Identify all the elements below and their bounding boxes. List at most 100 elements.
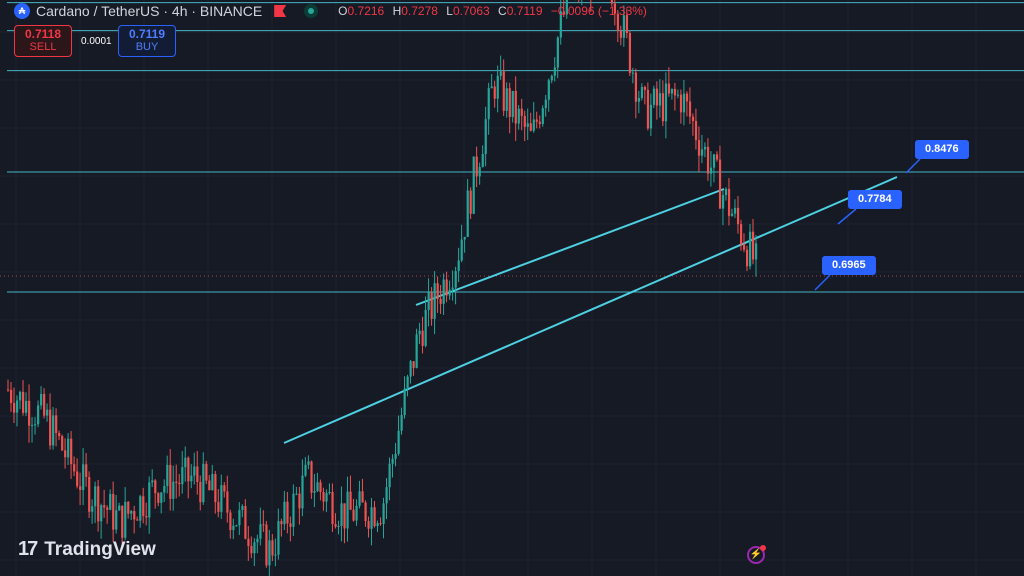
candle-body (565, 0, 568, 15)
candle-body (295, 493, 298, 495)
candle-body (397, 430, 400, 454)
candle-body (112, 494, 115, 530)
flag-icon[interactable] (274, 5, 287, 17)
candle-body (238, 510, 241, 526)
candle-body (505, 88, 508, 111)
candle-body (130, 511, 133, 514)
candle-body (49, 409, 52, 446)
market-status-icon[interactable] (304, 4, 319, 18)
candle-body (391, 458, 394, 464)
candle-body (184, 457, 187, 468)
candle-body (22, 391, 25, 413)
logo-text: TradingView (44, 538, 156, 560)
candle-body (364, 502, 367, 522)
candle-body (304, 464, 307, 476)
tradingview-logo-icon: 17 (18, 538, 38, 560)
candle-body (43, 393, 46, 416)
candle-body (715, 154, 719, 160)
candle-body (697, 140, 701, 156)
candle-body (220, 485, 223, 512)
candle-body (439, 298, 442, 304)
candle-body (262, 524, 265, 526)
candle-body (367, 521, 370, 529)
candle-body (430, 292, 433, 319)
candle-body (508, 88, 511, 118)
candle-body (325, 493, 328, 502)
high-label: H (392, 4, 402, 18)
candle-body (655, 88, 659, 106)
candle-body (64, 450, 67, 458)
candle-body (100, 505, 103, 522)
candle-body (409, 361, 412, 377)
change-value: −0.0096 (−1.33%) (550, 4, 647, 18)
cardano-symbol-icon[interactable]: ₳ (14, 3, 30, 19)
candle-body (523, 115, 526, 127)
candle-body (124, 501, 127, 538)
candle-body (217, 502, 220, 512)
sell-button[interactable]: 0.7118 SELL (14, 25, 72, 57)
candle-body (703, 146, 707, 150)
buy-label: BUY (135, 41, 159, 53)
candle-body (274, 554, 277, 556)
price-label-upper[interactable]: 0.8476 (915, 140, 969, 159)
candle-body (493, 86, 496, 99)
candle-body (157, 493, 160, 503)
candle-body (457, 260, 460, 271)
candle-body (481, 154, 484, 167)
label-pointer (814, 274, 831, 291)
candle-body (79, 486, 82, 490)
candle-body (613, 3, 617, 14)
candle-body (442, 279, 445, 304)
candle-body (412, 361, 415, 368)
candle-body (544, 99, 547, 109)
trend-line-upper (415, 188, 725, 306)
candle-body (388, 463, 391, 488)
lightning-icon[interactable]: ⚡ (747, 545, 766, 564)
candle-body (55, 415, 58, 433)
candle-body (619, 31, 623, 38)
candle-body (490, 86, 493, 89)
candle-body (82, 464, 85, 490)
candle-body (319, 482, 322, 492)
candle-body (19, 391, 22, 401)
candle-body (268, 540, 271, 566)
tradingview-logo[interactable]: 17 TradingView (18, 538, 156, 561)
candle-body (307, 461, 310, 465)
candle-body (73, 464, 76, 472)
price-label-middle[interactable]: 0.7784 (848, 190, 902, 209)
candle-body (658, 93, 662, 106)
symbol-title[interactable]: Cardano / TetherUS · 4h · BINANCE (36, 3, 263, 19)
candle-body (553, 67, 556, 76)
candle-body (352, 509, 355, 521)
candle-body (556, 37, 559, 68)
candle-body (415, 334, 418, 368)
candle-body (736, 207, 740, 225)
candle-body (721, 195, 725, 209)
candle-body (649, 104, 653, 129)
buy-button[interactable]: 0.7119 BUY (118, 25, 176, 57)
candle-body (25, 400, 28, 413)
open-value: 0.7216 (347, 4, 385, 18)
candle-body (139, 496, 142, 521)
candle-body (133, 511, 136, 520)
candle-body (400, 414, 403, 431)
candle-body (193, 466, 196, 476)
candle-body (484, 119, 487, 155)
candle-body (85, 464, 88, 478)
price-label-lower[interactable]: 0.6965 (822, 256, 876, 275)
candle-body (331, 492, 334, 525)
candle-body (700, 149, 704, 156)
candle-body (631, 72, 635, 74)
candle-body (502, 71, 505, 111)
candle-body (148, 482, 151, 518)
candle-body (181, 467, 184, 485)
candle-body (7, 389, 10, 391)
candle-body (202, 463, 205, 503)
candle-body (46, 409, 49, 416)
candle-body (616, 13, 620, 32)
candle-body (88, 477, 91, 512)
candle-body (31, 424, 34, 426)
candle-body (76, 471, 79, 487)
candle-body (754, 243, 758, 260)
